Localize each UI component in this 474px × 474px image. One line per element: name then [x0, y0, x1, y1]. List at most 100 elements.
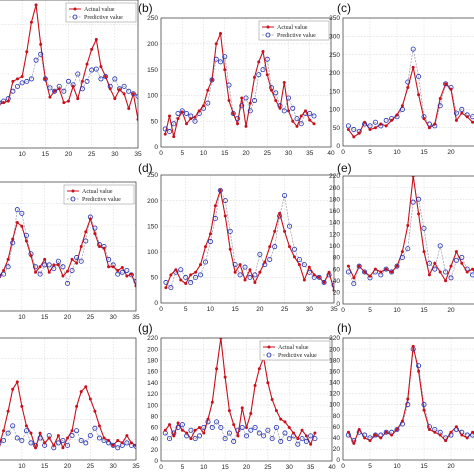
predictive-point: [55, 258, 61, 264]
actual-point: [2, 101, 6, 105]
x-tick-label: 25: [87, 314, 95, 321]
actual-point: [253, 384, 257, 388]
actual-point: [245, 425, 248, 429]
chart-panel: 0 5 10 15 20020406080100120140160180200220(e…: [329, 161, 474, 314]
x-tick-label: 0: [341, 149, 345, 156]
grid: [343, 176, 474, 304]
plot-background: [161, 175, 334, 303]
panel-label: (b): [138, 1, 153, 15]
actual-point: [38, 265, 42, 269]
predictive-point: [443, 269, 449, 275]
actual-point: [122, 92, 126, 96]
actual-point: [169, 273, 173, 277]
actual-point: [116, 268, 120, 272]
predictive-point: [10, 240, 16, 246]
actual-point: [180, 110, 184, 114]
predictive-point: [362, 269, 368, 275]
predictive-point: [19, 80, 25, 86]
grid: [0, 0, 138, 148]
predictive-point: [10, 423, 16, 429]
actual-point: [70, 257, 74, 261]
actual-point: [454, 250, 458, 254]
x-tick-label: 20: [447, 149, 455, 156]
predictive-point: [0, 273, 2, 279]
actual-point: [163, 428, 167, 432]
x-tick-label: 35: [132, 463, 140, 470]
actual-point: [379, 436, 383, 440]
predictive-point: [115, 445, 121, 451]
actual-point: [52, 263, 56, 267]
actual-point: [309, 442, 313, 446]
actual-point: [76, 97, 80, 101]
x-tick-label: 15: [42, 151, 50, 158]
actual-point: [15, 221, 19, 225]
x-tick-label: 0: [341, 463, 345, 470]
predictive-point: [115, 271, 121, 277]
series-group: [0, 3, 138, 121]
y-tick-label: 0: [336, 143, 340, 150]
actual-point: [6, 409, 10, 413]
predictive-point: [281, 108, 287, 114]
actual-point: [368, 274, 372, 278]
actual-point: [176, 117, 180, 121]
chart-panel: 10 15 20 25 30 35 Actual value Predictive value: [0, 0, 142, 158]
y-tick-label: 120: [329, 231, 340, 238]
predictive-point: [239, 424, 245, 430]
actual-point: [265, 73, 269, 77]
predictive-point: [470, 114, 474, 120]
legend-predictive-marker: [72, 14, 78, 20]
predictive-point: [416, 196, 422, 202]
y-tick-label: 0: [336, 301, 340, 308]
predictive-point: [66, 78, 72, 84]
predictive-point: [367, 123, 373, 129]
x-tick-label: 15: [222, 464, 230, 471]
actual-point: [189, 273, 193, 277]
actual-point: [312, 273, 316, 277]
predictive-point: [226, 430, 232, 436]
x-tick-label: 30: [110, 314, 118, 321]
y-tick-label: 0: [154, 300, 158, 307]
y-tick-label: 250: [147, 172, 158, 179]
actual-point: [223, 68, 227, 72]
predictive-point: [426, 121, 432, 127]
predictive-point: [207, 239, 213, 245]
predictive-point: [0, 440, 2, 446]
y-tick-label: 100: [147, 402, 158, 409]
chart-panel: 0 5 10 15 20 25 30 35 40 0 20 40 60 80 100 120 140 160 180…: [138, 321, 336, 471]
x-tick-label: 10: [18, 463, 26, 470]
predictive-point: [272, 244, 278, 250]
y-tick-label: 60: [333, 266, 341, 273]
legend-actual-marker: [266, 25, 270, 29]
actual-point: [390, 433, 394, 437]
predictive-point: [119, 269, 125, 275]
actual-point: [243, 278, 247, 282]
actual-point: [117, 88, 121, 92]
predictive-point: [96, 435, 102, 441]
y-tick-label: 200: [147, 198, 158, 205]
predictive-point: [235, 427, 241, 433]
actual-point: [29, 20, 33, 24]
actual-point: [29, 431, 33, 435]
actual-point: [465, 436, 469, 440]
y-tick-label: 250: [147, 15, 158, 22]
x-tick-label: 15: [41, 314, 49, 321]
predictive-point: [410, 199, 416, 205]
y-tick-label: 80: [333, 413, 341, 420]
predictive-point: [282, 430, 288, 436]
predictive-point: [437, 103, 443, 109]
actual-point: [120, 266, 124, 270]
actual-point: [299, 114, 303, 118]
predictive-point: [46, 262, 52, 268]
predictive-point: [179, 422, 185, 428]
actual-point: [274, 99, 278, 103]
predictive-point: [232, 262, 238, 268]
actual-point: [129, 441, 133, 445]
predictive-point: [237, 272, 243, 278]
actual-point: [61, 446, 65, 450]
actual-point: [75, 261, 79, 265]
predictive-point: [287, 223, 293, 229]
actual-point: [352, 441, 356, 445]
y-tick-label: 160: [329, 208, 340, 215]
predictive-point: [209, 424, 215, 430]
predictive-series-line: [0, 208, 136, 285]
